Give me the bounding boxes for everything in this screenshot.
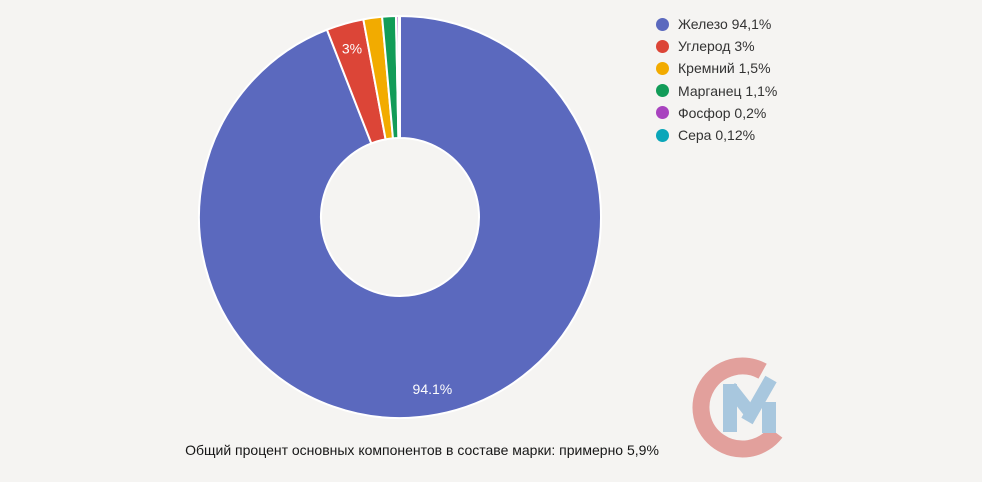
legend-label: Кремний 1,5% (678, 60, 771, 77)
legend-label: Сера 0,12% (678, 127, 756, 144)
legend-swatch-icon (656, 39, 669, 53)
legend-swatch-icon (656, 17, 669, 31)
legend-item-Сера: Сера 0,12% (656, 124, 777, 146)
legend-swatch-icon (656, 128, 669, 142)
slice-label-Углерод: 3% (342, 41, 362, 57)
pie-slice-Сера[interactable] (397, 14, 401, 140)
chart-caption: Общий процент основных компонентов в сос… (185, 442, 659, 458)
legend-item-Углерод: Углерод 3% (656, 35, 777, 57)
slice-label-Железо: 94.1% (413, 381, 453, 397)
legend-label: Марганец 1,1% (678, 82, 778, 99)
pie-slice-Железо[interactable] (198, 14, 602, 419)
legend-swatch-icon (656, 84, 669, 98)
legend-item-Железо: Железо 94,1% (656, 13, 777, 35)
legend-swatch-icon (656, 61, 669, 75)
legend-swatch-icon (656, 106, 669, 120)
logo-c-glyph (692, 357, 783, 458)
logo-m-check-glyph (723, 375, 777, 433)
legend-label: Углерод 3% (678, 38, 755, 55)
watermark-cm-logo (692, 357, 783, 458)
legend-item-Марганец: Марганец 1,1% (656, 80, 777, 102)
donut-slices (198, 14, 602, 419)
legend-label: Железо 94,1% (678, 16, 772, 33)
donut-slice-labels: 94.1% 3% (342, 41, 452, 397)
legend-label: Фосфор 0,2% (678, 104, 767, 121)
legend-item-Кремний: Кремний 1,5% (656, 57, 777, 79)
legend-item-Фосфор: Фосфор 0,2% (656, 102, 777, 124)
chart-legend: Железо 94,1% Углерод 3% Кремний 1,5% Марган… (656, 13, 777, 146)
